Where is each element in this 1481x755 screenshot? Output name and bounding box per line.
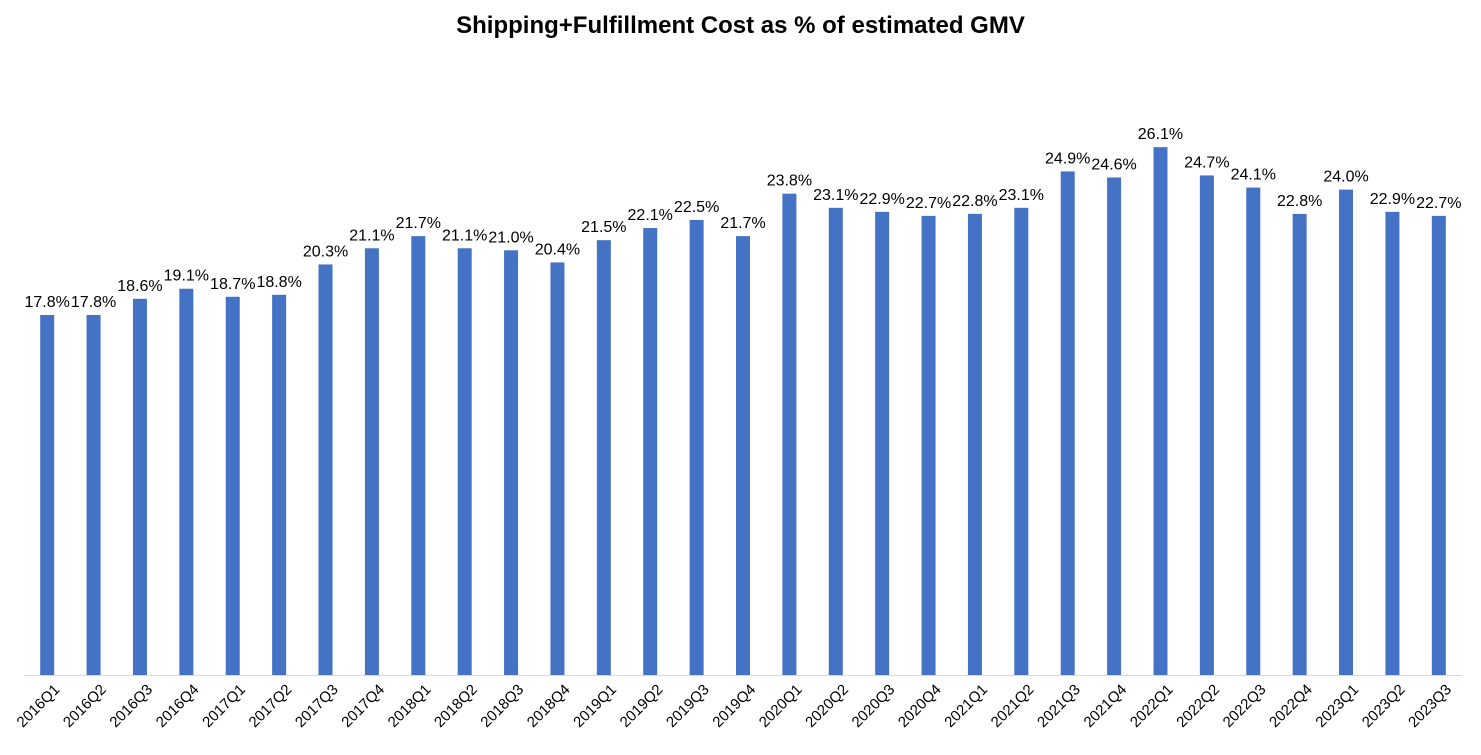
bar-2019Q1 <box>596 240 611 676</box>
tick-label-2023Q1: 2023Q1 <box>1312 681 1362 731</box>
tick-label-2021Q1: 2021Q1 <box>941 681 991 731</box>
tick-label-2021Q3: 2021Q3 <box>1034 681 1084 731</box>
data-label-2019Q3: 22.5% <box>674 199 719 216</box>
data-label-2018Q1: 21.7% <box>396 215 441 232</box>
tick-label-2017Q1: 2017Q1 <box>199 681 249 731</box>
tick-label-2018Q1: 2018Q1 <box>385 681 435 731</box>
data-label-2018Q3: 21.0% <box>488 229 533 246</box>
data-label-2021Q2: 23.1% <box>999 187 1044 204</box>
bar-2016Q1 <box>40 315 55 675</box>
data-label-2020Q3: 22.9% <box>859 191 904 208</box>
data-label-2016Q3: 18.6% <box>117 278 162 295</box>
tick-label-2022Q1: 2022Q1 <box>1127 681 1177 731</box>
tick-label-2021Q4: 2021Q4 <box>1081 681 1131 731</box>
data-label-2021Q3: 24.9% <box>1045 150 1090 167</box>
bar-2023Q2 <box>1385 211 1400 675</box>
data-labels: 17.8% 17.8%18.6%19.1% 18.7% 18.8%20.3%21.1%… <box>25 126 1462 311</box>
tick-label-2020Q1: 2020Q1 <box>756 681 806 731</box>
bar-2020Q3 <box>875 211 890 675</box>
data-label-2023Q3: 22.7% <box>1416 195 1461 212</box>
bar-2019Q2 <box>643 228 658 676</box>
bar-2016Q3 <box>132 298 147 675</box>
tick-label-2020Q4: 2020Q4 <box>895 681 945 731</box>
bar-2021Q4 <box>1107 177 1122 675</box>
tick-label-2016Q3: 2016Q3 <box>106 681 156 731</box>
tick-label-2021Q2: 2021Q2 <box>988 681 1038 731</box>
bar-2022Q4 <box>1292 213 1307 675</box>
data-label-2023Q2: 22.9% <box>1370 191 1415 208</box>
tick-label-2016Q2: 2016Q2 <box>60 681 110 731</box>
data-label-2020Q4: 22.7% <box>906 195 951 212</box>
bar-2017Q3 <box>318 264 333 675</box>
data-label-2018Q4: 20.4% <box>535 241 580 258</box>
tick-label-2019Q2: 2019Q2 <box>617 681 667 731</box>
data-label-2021Q1: 22.8% <box>952 193 997 210</box>
tick-label-2022Q4: 2022Q4 <box>1266 681 1316 731</box>
bar-2018Q3 <box>504 250 519 676</box>
data-label-2019Q4: 21.7% <box>720 215 765 232</box>
chart-title: Shipping+Fulfillment Cost as % of estima… <box>456 12 1025 39</box>
data-label-2017Q2: 18.8% <box>256 274 301 291</box>
bar-2020Q4 <box>921 215 936 676</box>
tick-label-2018Q3: 2018Q3 <box>477 681 527 731</box>
bar-2016Q2 <box>86 315 101 675</box>
tick-label-2023Q2: 2023Q2 <box>1359 681 1409 731</box>
bar-2022Q1 <box>1153 147 1168 675</box>
bar-2023Q1 <box>1339 189 1354 675</box>
tick-label-2016Q4: 2016Q4 <box>153 681 203 731</box>
bar-2021Q3 <box>1060 171 1075 676</box>
bar-2018Q1 <box>411 236 426 675</box>
tick-label-2017Q3: 2017Q3 <box>292 681 342 731</box>
data-label-2019Q2: 22.1% <box>628 207 673 224</box>
bar-2016Q4 <box>179 288 194 675</box>
tick-label-2020Q3: 2020Q3 <box>849 681 899 731</box>
tick-label-2016Q1: 2016Q1 <box>14 681 64 731</box>
bar-2023Q3 <box>1431 215 1446 676</box>
tick-label-2019Q4: 2019Q4 <box>709 681 759 731</box>
bar-2018Q2 <box>457 248 472 675</box>
x-tick-labels: 2016Q12016Q22016Q32016Q42017Q12017Q22017… <box>14 681 1455 731</box>
bar-2022Q2 <box>1199 175 1214 675</box>
data-label-2020Q1: 23.8% <box>767 173 812 190</box>
tick-label-2017Q2: 2017Q2 <box>246 681 296 731</box>
bar-2021Q1 <box>967 213 982 675</box>
data-label-2016Q1: 17.8% <box>25 294 70 311</box>
data-label-2020Q2: 23.1% <box>813 187 858 204</box>
data-label-2022Q3: 24.1% <box>1231 167 1276 184</box>
bar-2020Q2 <box>828 207 843 675</box>
data-label-2018Q2: 21.1% <box>442 227 487 244</box>
tick-label-2020Q2: 2020Q2 <box>802 681 852 731</box>
bar-2020Q1 <box>782 193 797 676</box>
tick-label-2018Q4: 2018Q4 <box>524 681 574 731</box>
tick-label-2022Q2: 2022Q2 <box>1173 681 1223 731</box>
bar-2021Q2 <box>1014 207 1029 675</box>
tick-label-2019Q1: 2019Q1 <box>570 681 620 731</box>
tick-label-2023Q3: 2023Q3 <box>1405 681 1455 731</box>
bar-2017Q4 <box>364 248 379 675</box>
bar-2017Q2 <box>272 294 287 675</box>
bar-2022Q3 <box>1246 187 1261 675</box>
data-label-2017Q1: 18.7% <box>210 276 255 293</box>
bar-2019Q3 <box>689 219 704 675</box>
tick-label-2017Q4: 2017Q4 <box>338 681 388 731</box>
bar-2017Q1 <box>225 296 240 675</box>
bar-2019Q4 <box>736 236 750 675</box>
tick-label-2019Q3: 2019Q3 <box>663 681 713 731</box>
data-label-2016Q2: 17.8% <box>71 294 116 311</box>
data-label-2017Q3: 20.3% <box>303 243 348 260</box>
data-label-2023Q1: 24.0% <box>1323 169 1368 186</box>
data-label-2022Q1: 26.1% <box>1138 126 1183 143</box>
tick-label-2022Q3: 2022Q3 <box>1220 681 1270 731</box>
data-label-2021Q4: 24.6% <box>1091 156 1136 173</box>
data-label-2022Q2: 24.7% <box>1184 154 1229 171</box>
data-label-2016Q4: 19.1% <box>164 268 209 285</box>
tick-label-2018Q2: 2018Q2 <box>431 681 481 731</box>
data-label-2017Q4: 21.1% <box>349 227 394 244</box>
bar-series <box>40 147 1446 676</box>
data-label-2019Q1: 21.5% <box>581 219 626 236</box>
data-label-2022Q4: 22.8% <box>1277 193 1322 210</box>
bar-2018Q4 <box>550 262 565 675</box>
